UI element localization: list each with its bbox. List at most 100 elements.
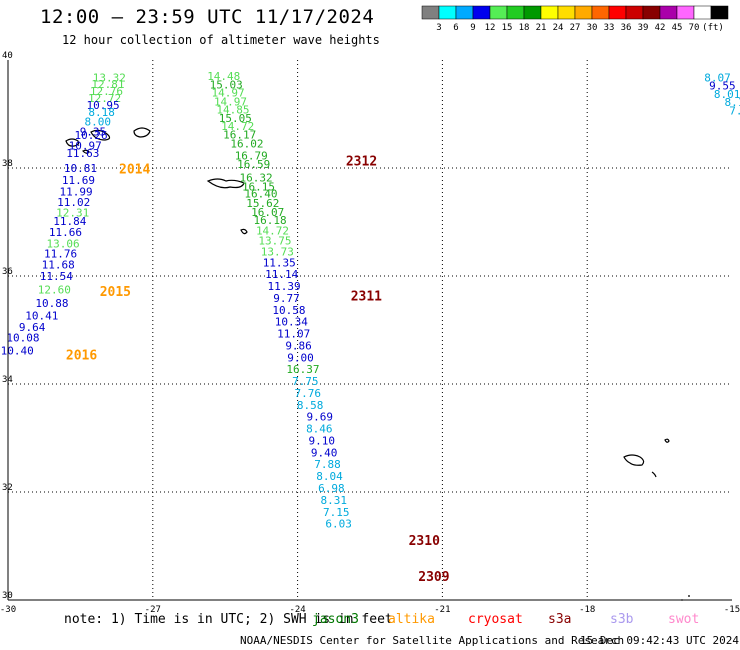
swh-value: 10.08 (6, 331, 39, 344)
swh-value: 15.05 (219, 112, 252, 125)
colorbar-swatch (523, 5, 542, 20)
island-selvagens (681, 595, 690, 601)
swh-value: 15.03 (210, 79, 243, 92)
swh-value: 15.62 (246, 197, 279, 210)
swh-value: 9.77 (273, 292, 300, 305)
swh-value: 11.14 (265, 268, 298, 281)
swh-value: 11.63 (66, 147, 99, 160)
swh-value: 10.88 (35, 297, 68, 310)
swh-value: 11.54 (40, 270, 73, 283)
swh-value: 16.02 (230, 137, 263, 150)
swh-value: 12.81 (91, 78, 124, 91)
track-label: 2014 (119, 162, 150, 177)
swh-value: 9.55 (709, 80, 736, 93)
swh-value: 11.84 (53, 215, 86, 228)
chart-title: 12:00 – 23:59 UTC 11/17/2024 (40, 6, 375, 28)
swh-value: 13.75 (258, 235, 291, 248)
swh-value: 11.39 (268, 280, 301, 293)
x-tick-label: -30 (0, 605, 16, 615)
swh-value: 14.97 (212, 87, 245, 100)
colorbar-swatch (642, 5, 661, 20)
swh-value: 9.35 (80, 126, 107, 139)
swh-value: 11.68 (42, 258, 75, 271)
colorbar-label: 12 (485, 23, 496, 33)
swh-value: 11.02 (57, 196, 90, 209)
track-label: 2312 (346, 154, 377, 169)
colorbar-swatch (438, 5, 457, 20)
x-tick-label: -24 (289, 605, 305, 615)
mission-legend-item: jason3 (312, 612, 359, 627)
mission-legend-item: s3b (610, 612, 634, 627)
colorbar: 3 6 9 12 15 18 21 24 27 30 33 36 39 42 45 70 (ft) (421, 5, 729, 33)
track-2309: 8.317.156.03 2309 (321, 494, 450, 585)
colorbar-swatch (540, 5, 559, 20)
swh-value: 6.98 (318, 482, 345, 495)
swh-value: 7.88 (314, 458, 341, 471)
swh-value: 12.60 (38, 283, 71, 296)
colorbar-swatch (676, 5, 695, 20)
colorbar-label: 42 (655, 23, 666, 33)
colorbar-swatch (574, 5, 593, 20)
swh-value: 14.85 (216, 103, 249, 116)
colorbar-swatch (591, 5, 610, 20)
island-flores (65, 138, 80, 147)
footer-note: note: 1) Time is in UTC; 2) SWH is in fe… (64, 612, 393, 627)
swh-value: 9.86 (285, 339, 312, 352)
swh-value: 8.04 (316, 470, 343, 483)
colorbar-label: 18 (519, 23, 530, 33)
swh-value: 12.76 (90, 85, 123, 98)
swh-value: 9.10 (308, 434, 335, 447)
swh-value: 7.76 (294, 387, 321, 400)
colorbar-swatch (693, 5, 712, 20)
y-tick-label: 40 (2, 51, 13, 61)
island-pico (133, 127, 151, 138)
swh-value: 8.00 (85, 115, 112, 128)
swh-value: 8.31 (321, 494, 348, 507)
swh-value: 16.79 (235, 149, 268, 162)
swh-value: 10.41 (25, 310, 58, 323)
swh-value: 13.32 (93, 72, 126, 85)
swh-value: 10.26 (74, 129, 107, 142)
swh-value: 16.15 (242, 181, 275, 194)
y-tick-label: 34 (2, 375, 13, 385)
colorbar-label: (ft) (702, 23, 724, 33)
swh-value: 14.97 (214, 95, 247, 108)
swh-value: 11.66 (49, 226, 82, 239)
colorbar-label: 70 (689, 23, 700, 33)
island-madeira (623, 454, 645, 466)
swh-value: 11.76 (44, 248, 77, 261)
colorbar-label: 39 (638, 23, 649, 33)
swh-value: 12.72 (88, 92, 121, 105)
track-label: 2309 (418, 570, 449, 585)
colorbar-swatch (489, 5, 508, 20)
colorbar-label: 27 (570, 23, 581, 33)
swh-value: 14.72 (256, 224, 289, 237)
mission-legend-item: swot (668, 612, 700, 627)
track-2311: 11.3511.1411.399.7710.5810.3411.079.869.… (263, 256, 382, 435)
swh-value: 9.40 (311, 446, 338, 459)
swh-value: 7.75 (292, 375, 319, 388)
colorbar-label: 15 (502, 23, 513, 33)
island-corvo (81, 149, 90, 154)
colorbar-swatch (710, 5, 729, 20)
x-tick-label: -15 (724, 605, 740, 615)
swh-value: 16.07 (251, 206, 284, 219)
grid-lines (8, 60, 732, 600)
swh-value: 8.07 (704, 72, 731, 85)
chart-subtitle: 12 hour collection of altimeter wave hei… (62, 33, 380, 47)
track-edge: 8.079.558.018.17.9 (704, 72, 740, 118)
swh-value: 10.95 (87, 99, 120, 112)
axes-frame: -30 -27 -24 -21 -18 -15 40 38 36 34 32 30 (0, 51, 740, 615)
x-tick-label: -18 (579, 605, 595, 615)
colorbar-label: 36 (621, 23, 632, 33)
swh-value: 6.03 (325, 518, 352, 531)
colorbar-swatch (625, 5, 644, 20)
swh-value: 16.37 (286, 363, 319, 376)
colorbar-label: 6 (453, 23, 458, 33)
swh-readings: 13.3212.8112.7612.7210.958.188.009.3510.… (1, 70, 740, 585)
swh-value: 10.40 (1, 344, 34, 357)
swh-value: 11.69 (62, 174, 95, 187)
